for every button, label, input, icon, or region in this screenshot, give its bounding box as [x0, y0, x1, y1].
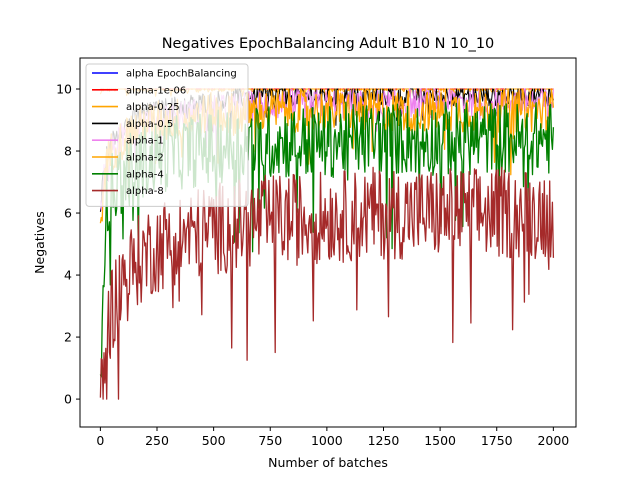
y-tick-label: 8 [64, 144, 72, 159]
legend-label: alpha-1 [126, 136, 164, 147]
chart-title: Negatives EpochBalancing Adult B10 N 10_… [162, 36, 495, 52]
x-tick-label: 250 [145, 433, 169, 448]
legend-label: alpha-2 [126, 153, 164, 164]
legend-box [85, 63, 249, 207]
y-tick-label: 4 [64, 268, 72, 283]
legend-label: alpha-8 [126, 186, 164, 197]
x-tick-label: 750 [258, 433, 282, 448]
legend-label: alpha-1e-06 [126, 85, 186, 96]
y-tick-label: 0 [64, 392, 72, 407]
series-line [99, 166, 555, 400]
ticks-layer: 0 250 500 750 1000 1250 1500 1750 2000 0 2 4 6 8 10 [56, 82, 569, 448]
legend-label: alpha-0.5 [126, 119, 173, 130]
x-tick-label: 1750 [481, 433, 513, 448]
legend-label: alpha-0.25 [126, 102, 180, 113]
y-axis-label: Negatives [32, 211, 47, 274]
y-tick-label: 6 [64, 206, 72, 221]
y-tick-label: 2 [64, 330, 72, 345]
x-tick-label: 1500 [424, 433, 456, 448]
y-tick-label: 10 [56, 82, 72, 97]
x-tick-label: 0 [96, 433, 104, 448]
legend: alpha EpochBalancing alpha-1e-06 alpha-0.2… [85, 63, 249, 207]
x-tick-label: 2000 [537, 433, 569, 448]
x-tick-label: 1000 [311, 433, 343, 448]
x-tick-label: 500 [202, 433, 226, 448]
plot-frame [79, 57, 577, 428]
x-tick-label: 1250 [368, 433, 400, 448]
legend-label: alpha-4 [126, 169, 164, 180]
legend-label: alpha EpochBalancing [126, 69, 237, 80]
x-axis-label: Number of batches [268, 455, 388, 470]
